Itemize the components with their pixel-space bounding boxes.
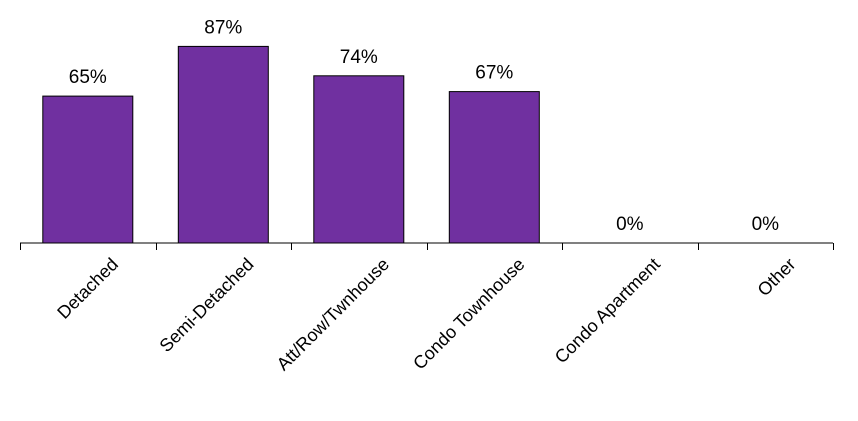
data-label: 65%	[69, 67, 107, 88]
x-axis-ticks	[20, 243, 834, 250]
bar-att-row-twnhouse	[313, 75, 405, 244]
x-tick-label: Condo Apartment	[551, 254, 664, 367]
data-label: 0%	[616, 214, 644, 235]
bar-semi-detached	[177, 45, 269, 244]
x-tick-label: Detached	[53, 254, 122, 323]
data-label: 0%	[752, 214, 780, 235]
x-tick-label: Semi-Detached	[156, 254, 258, 356]
bars-layer	[42, 45, 540, 244]
bar-condo-townhouse	[448, 91, 540, 244]
data-label: 74%	[340, 47, 378, 68]
data-label: 67%	[475, 63, 513, 84]
data-label: 87%	[204, 17, 242, 38]
x-tick-label: Other	[754, 254, 800, 300]
bar-detached	[42, 95, 134, 244]
x-tick-label: Att/Row/Twnhouse	[273, 254, 393, 374]
x-tick-label: Condo Townhouse	[409, 254, 528, 373]
x-axis-category-labels: Detached Semi-Detached Att/Row/Twnhouse Con…	[53, 254, 799, 374]
data-labels-layer: 65% 87% 74% 67% 0% 0%	[69, 17, 779, 235]
